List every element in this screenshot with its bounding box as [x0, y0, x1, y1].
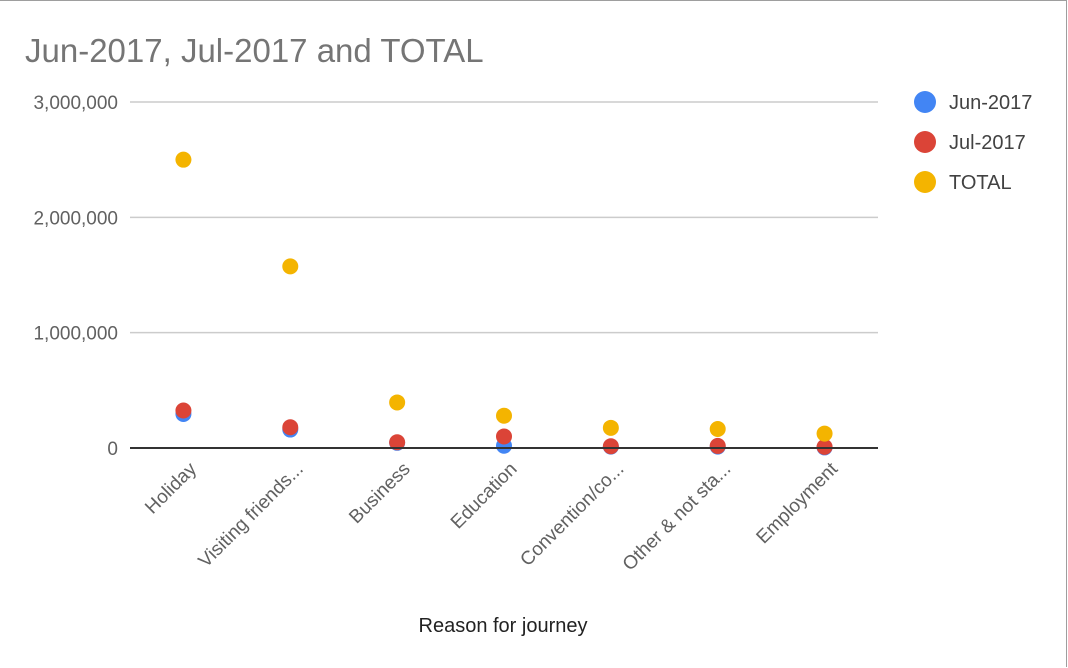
point-jul-2017 — [389, 434, 406, 451]
gridlines — [130, 101, 878, 334]
point-jul-2017 — [602, 438, 619, 455]
x-tick-label: Visiting friends... — [195, 459, 308, 572]
legend-label: Jul-2017 — [949, 132, 1026, 154]
point-total — [602, 419, 619, 436]
point-jul-2017 — [496, 428, 512, 445]
legend-marker — [914, 131, 936, 153]
point-total — [282, 258, 299, 275]
chart-title: Jun-2017, Jul-2017 and TOTAL — [25, 32, 484, 69]
y-tick-label: 0 — [107, 439, 118, 460]
legend-label: Jun-2017 — [949, 92, 1032, 114]
point-jul-2017 — [282, 419, 299, 436]
data-points — [175, 151, 833, 456]
x-tick-label: Education — [447, 459, 522, 534]
y-tick-label: 3,000,000 — [33, 93, 118, 114]
legend-marker — [914, 171, 936, 193]
point-total — [175, 151, 192, 168]
point-total — [389, 394, 406, 411]
x-axis-title: Reason for journey — [419, 615, 588, 637]
x-tick-label: Holiday — [141, 458, 201, 518]
point-total — [496, 407, 512, 424]
legend-label: TOTAL — [949, 172, 1012, 194]
point-total — [816, 425, 833, 442]
x-tick-label: Other & not sta... — [619, 459, 735, 575]
y-tick-label: 2,000,000 — [33, 208, 118, 229]
point-jul-2017 — [816, 438, 833, 455]
x-tick-label: Business — [345, 459, 414, 528]
y-axis-ticks: 0 1,000,000 2,000,000 3,000,000 — [33, 93, 118, 460]
point-jul-2017 — [709, 437, 726, 454]
y-tick-label: 1,000,000 — [33, 324, 118, 345]
point-total — [709, 420, 726, 437]
x-tick-label: Employment — [753, 458, 843, 548]
legend-marker — [914, 91, 936, 113]
legend: Jun-2017 Jul-2017 TOTAL — [914, 91, 1032, 194]
x-tick-label: Convention/co... — [516, 459, 628, 571]
point-jul-2017 — [175, 402, 192, 419]
